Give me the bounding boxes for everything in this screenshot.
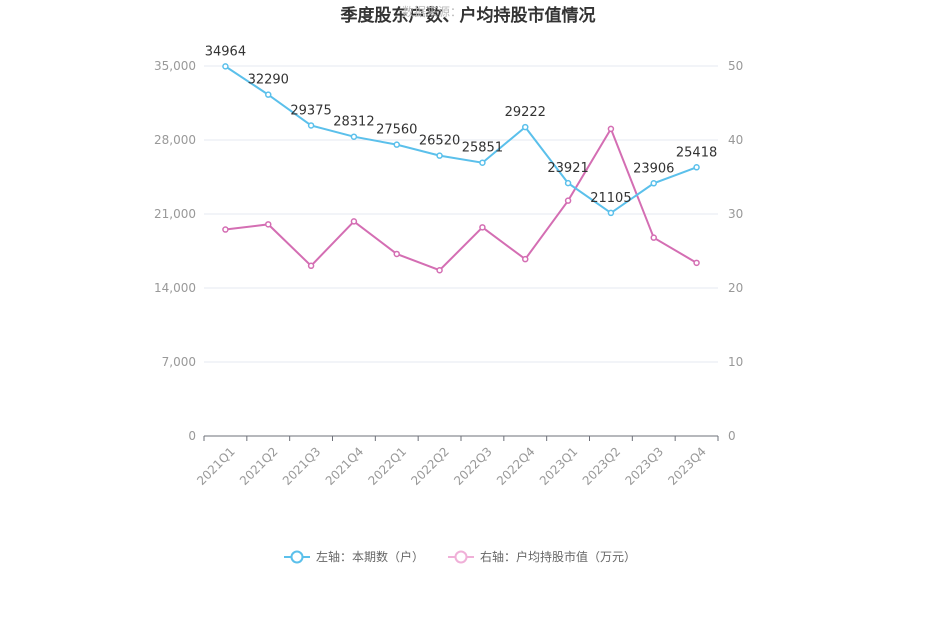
data-label-households: 28312 [333, 115, 374, 130]
left-tick-label: 35,000 [154, 59, 196, 73]
point-households [393, 141, 400, 148]
right-tick-label: 10 [728, 355, 743, 369]
legend-marker-households [290, 550, 304, 564]
x-tick-label: 2023Q3 [623, 444, 667, 488]
point-market-value [436, 266, 443, 274]
x-tick-label: 2021Q2 [237, 444, 281, 488]
point-households [522, 123, 529, 131]
x-tick-label: 2021Q1 [194, 444, 238, 488]
point-market-value [522, 255, 529, 263]
grid [204, 65, 718, 363]
data-label-households: 23906 [633, 161, 674, 176]
x-tick-label: 2022Q1 [366, 444, 410, 488]
data-label-households: 23921 [547, 161, 588, 176]
left-tick-label: 28,000 [154, 133, 196, 147]
point-market-value [607, 125, 615, 133]
data-label-households: 34964 [205, 44, 246, 59]
point-market-value [650, 234, 657, 241]
point-market-value [479, 224, 486, 231]
x-tick-label: 2023Q2 [580, 444, 624, 488]
x-tick-label: 2023Q4 [665, 444, 709, 488]
point-market-value [350, 218, 358, 225]
data-label-households: 25851 [462, 141, 503, 156]
legend-item-households[interactable]: 左轴：本期数（户） [284, 549, 424, 564]
point-market-value [564, 197, 572, 204]
right-axis: 0 10 20 30 40 50 [728, 59, 743, 443]
point-households [222, 63, 229, 70]
data-label-households: 26520 [419, 134, 460, 149]
series-line-market-value [225, 126, 698, 272]
legend-item-market-value[interactable]: 右轴：户均持股市值（万元） [448, 549, 636, 564]
x-tick-label: 2023Q1 [537, 444, 581, 488]
x-axis: 2021Q1 2021Q2 2021Q3 2021Q4 2022Q1 2022Q2 2022… [194, 435, 719, 488]
point-households [350, 133, 358, 140]
x-tick-label: 2021Q3 [280, 444, 324, 488]
point-households [479, 159, 486, 166]
data-label-households: 32290 [248, 73, 289, 88]
point-households [564, 179, 572, 187]
legend-label-households: 左轴：本期数（户） [316, 549, 424, 564]
point-households [607, 209, 615, 217]
right-tick-label: 20 [728, 281, 743, 295]
watermark-text: 数据来源： [402, 4, 462, 19]
chart-title: 季度股东户数、户均持股市值情况 [341, 5, 596, 26]
left-tick-label: 21,000 [154, 207, 196, 221]
left-tick-label: 14,000 [154, 281, 196, 295]
left-axis: 0 7,000 14,000 21,000 28,000 35,000 [154, 59, 196, 443]
data-label-households: 29222 [505, 105, 546, 120]
left-tick-label: 7,000 [162, 355, 196, 369]
x-tick-label: 2022Q2 [408, 444, 452, 488]
x-tick-label: 2022Q4 [494, 444, 538, 488]
point-market-value [265, 221, 272, 228]
data-label-households: 21105 [590, 191, 631, 206]
point-market-value [693, 259, 700, 267]
point-households [436, 152, 443, 159]
legend-marker-market-value [454, 550, 468, 564]
right-tick-label: 40 [728, 133, 743, 147]
point-market-value [393, 250, 400, 258]
point-market-value [222, 226, 229, 233]
right-tick-label: 50 [728, 59, 743, 73]
legend[interactable]: 左轴：本期数（户） 右轴：户均持股市值（万元） [284, 549, 636, 564]
data-label-households: 29375 [290, 103, 331, 118]
data-label-households: 27560 [376, 123, 417, 138]
point-households [265, 91, 272, 98]
data-label-households: 25418 [676, 145, 717, 160]
point-households [693, 164, 700, 171]
left-tick-label: 0 [188, 429, 196, 443]
point-market-value [307, 262, 315, 270]
right-tick-label: 30 [728, 207, 743, 221]
point-households [307, 122, 315, 129]
point-households [650, 180, 657, 187]
x-tick-label: 2021Q4 [323, 444, 367, 488]
right-tick-label: 0 [728, 429, 736, 443]
legend-label-market-value: 右轴：户均持股市值（万元） [480, 549, 636, 564]
x-tick-label: 2022Q3 [451, 444, 495, 488]
series-line-households [224, 65, 697, 215]
